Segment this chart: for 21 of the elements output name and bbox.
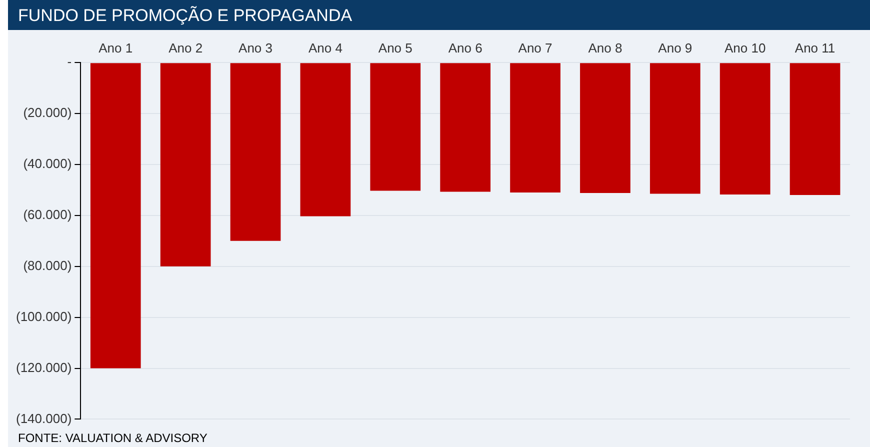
y-tick-label: (120.000) (16, 360, 72, 375)
x-tick-label: Ano 9 (658, 40, 692, 56)
y-tick-label: - (67, 54, 72, 70)
source-note: FONTE: VALUATION & ADVISORY (18, 431, 208, 445)
y-tick-label: (20.000) (23, 105, 72, 120)
x-tick-label: Ano 10 (724, 40, 766, 56)
x-tick-label: Ano 11 (794, 40, 836, 56)
chart-title: FUNDO DE PROMOÇÃO E PROPAGANDA (8, 0, 870, 30)
x-tick-label: Ano 7 (518, 40, 552, 56)
y-tick-label: (60.000) (23, 207, 72, 222)
x-tick-label: Ano 5 (378, 40, 412, 56)
y-tick-label: (40.000) (23, 156, 72, 172)
x-tick-label: Ano 6 (448, 40, 482, 56)
x-tick-label: Ano 4 (308, 40, 342, 56)
x-tick-label: Ano 8 (588, 40, 622, 56)
y-tick-label: (100.000) (16, 308, 72, 324)
x-tick-label: Ano 3 (238, 40, 272, 56)
y-tick-label: (140.000) (16, 410, 72, 426)
x-tick-label: Ano 2 (168, 40, 203, 56)
y-tick-label: (80.000) (23, 258, 72, 273)
x-tick-label: Ano 1 (98, 40, 133, 56)
